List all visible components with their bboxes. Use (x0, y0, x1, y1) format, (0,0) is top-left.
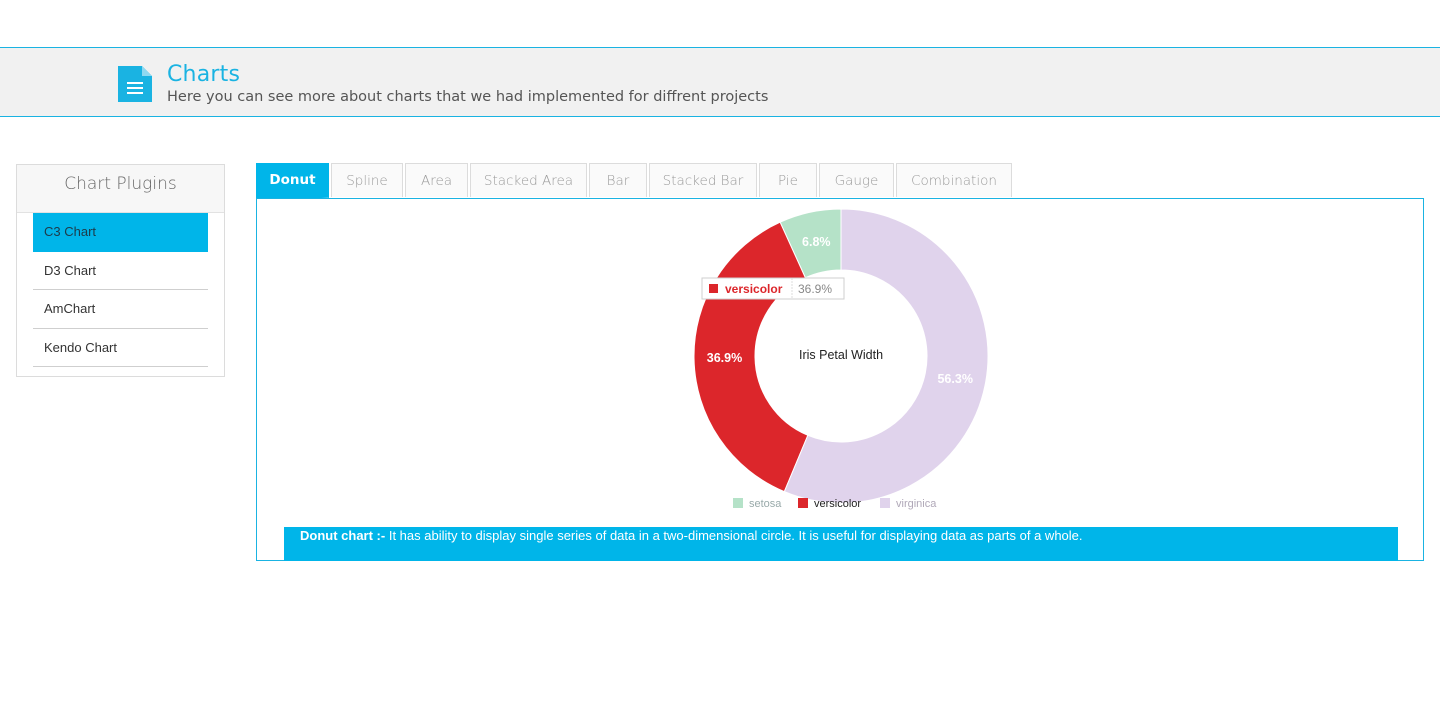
slice-label-virginica: 56.3% (937, 372, 972, 386)
donut-chart: 6.8% 36.9% 56.3% Iris Petal Width versicol… (693, 208, 989, 510)
chart-plugins-sidebar: Chart Plugins C3 Chart D3 Chart AmChart … (16, 164, 225, 377)
sidebar-item-kendo-chart[interactable]: Kendo Chart (33, 329, 208, 367)
donut-slice-virginica[interactable] (783, 208, 989, 504)
tab-bar[interactable]: Bar (589, 163, 647, 197)
chart-legend: setosa versicolor virginica (733, 498, 937, 510)
legend-label-setosa[interactable]: setosa (749, 498, 782, 510)
tab-spline[interactable]: Spline (331, 163, 403, 197)
slice-label-versicolor: 36.9% (707, 351, 742, 365)
legend-swatch-virginica (880, 498, 890, 508)
description-lead: Donut chart :- (300, 528, 386, 543)
chart-title: Iris Petal Width (799, 348, 883, 362)
page-subtitle: Here you can see more about charts that … (167, 89, 769, 105)
legend-swatch-versicolor (798, 498, 808, 508)
tab-stacked-bar[interactable]: Stacked Bar (649, 163, 757, 197)
tooltip-value: 36.9% (798, 282, 832, 296)
page-title: Charts (167, 62, 241, 87)
sidebar-item-c3-chart[interactable]: C3 Chart (33, 213, 208, 252)
tab-gauge[interactable]: Gauge (819, 163, 894, 197)
sidebar-item-d3-chart[interactable]: D3 Chart (33, 252, 208, 290)
document-icon (118, 66, 152, 102)
tab-area[interactable]: Area (405, 163, 468, 197)
chart-panel: 6.8% 36.9% 56.3% Iris Petal Width versicol… (256, 198, 1424, 561)
tab-pie[interactable]: Pie (759, 163, 817, 197)
chart-description: Donut chart :- It has ability to display… (284, 527, 1398, 561)
page-header: Charts Here you can see more about chart… (0, 47, 1440, 117)
tooltip-swatch (709, 284, 718, 293)
sidebar-list: C3 Chart D3 Chart AmChart Kendo Chart (33, 213, 208, 367)
tooltip-name: versicolor (725, 282, 783, 296)
tab-stacked-area[interactable]: Stacked Area (470, 163, 587, 197)
legend-label-virginica[interactable]: virginica (896, 498, 937, 510)
chart-tooltip: versicolor 36.9% (701, 277, 845, 300)
legend-label-versicolor[interactable]: versicolor (814, 498, 861, 510)
slice-label-setosa: 6.8% (802, 235, 831, 249)
tab-combination[interactable]: Combination (896, 163, 1012, 197)
sidebar-title: Chart Plugins (17, 165, 224, 213)
sidebar-item-amchart[interactable]: AmChart (33, 290, 208, 329)
tab-donut[interactable]: Donut (256, 163, 329, 200)
legend-swatch-setosa (733, 498, 743, 508)
description-text: It has ability to display single series … (385, 528, 1083, 543)
